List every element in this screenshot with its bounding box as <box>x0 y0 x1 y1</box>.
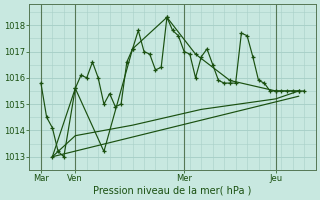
X-axis label: Pression niveau de la mer( hPa ): Pression niveau de la mer( hPa ) <box>93 186 252 196</box>
